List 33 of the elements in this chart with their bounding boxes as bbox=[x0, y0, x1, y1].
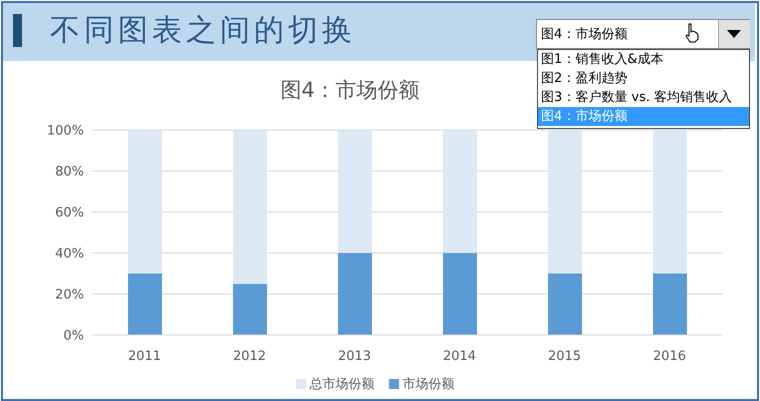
x-tick-label: 2015 bbox=[548, 349, 582, 364]
bar bbox=[548, 130, 582, 274]
bar bbox=[548, 274, 582, 335]
y-tick-label: 40% bbox=[55, 246, 84, 262]
y-tick-label: 0% bbox=[63, 328, 84, 344]
caption: 图1：销售收入&成本 bbox=[540, 51, 664, 69]
y-tick-label: 20% bbox=[55, 288, 84, 303]
chart-title: 图4：市场份额 bbox=[280, 78, 420, 102]
bar bbox=[338, 130, 372, 253]
bar bbox=[233, 284, 267, 335]
y-tick-label: 60% bbox=[55, 206, 84, 221]
bar bbox=[443, 130, 477, 253]
x-tick-label: 2011 bbox=[128, 349, 162, 364]
legend-label: 市场份额 bbox=[402, 376, 454, 393]
bar bbox=[128, 130, 162, 274]
caption: 图4：市场份额 bbox=[538, 107, 749, 126]
caption: 图2：盈利趋势 bbox=[540, 70, 628, 88]
text: 不同图表之间的切换 bbox=[50, 12, 356, 50]
x-tick-label: 2013 bbox=[338, 349, 372, 364]
caption: 图3：客户数量 vs. 客均销售收入 bbox=[540, 89, 734, 107]
caption: 图4：市场份额 bbox=[541, 26, 628, 43]
bar bbox=[653, 130, 687, 274]
y-tick-label: 100% bbox=[46, 124, 84, 139]
y-tick-label: 80% bbox=[55, 164, 84, 180]
x-tick-label: 2012 bbox=[232, 349, 266, 364]
bar bbox=[233, 130, 267, 284]
bar bbox=[338, 253, 372, 335]
x-tick-label: 2016 bbox=[652, 349, 686, 364]
x-tick-label: 2014 bbox=[442, 349, 476, 364]
legend-label: 总市场份额 bbox=[310, 376, 374, 393]
bar bbox=[128, 274, 162, 335]
bar bbox=[653, 274, 687, 335]
bar bbox=[443, 253, 477, 335]
